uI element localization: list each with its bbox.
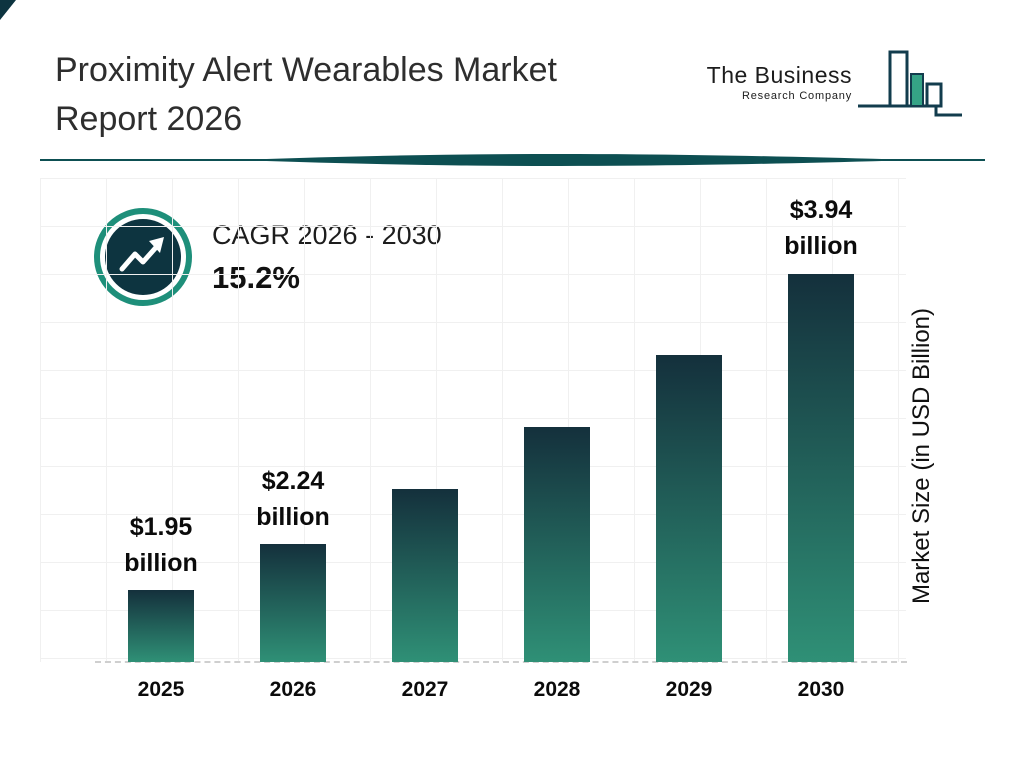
bar-2027 [392,489,458,662]
company-logo: The Business Research Company [707,44,966,129]
x-axis-label-2030: 2030 [797,678,845,701]
bar-cell-2030: $3.94 billion [755,192,887,662]
bar-value-label-2026: $2.24 billion [256,463,330,536]
page-title: Proximity Alert Wearables Market Report … [55,46,557,145]
bar-group: $1.95 billion $2.24 billion $3.94 billion [95,192,887,662]
bar-cell-2028 [491,192,623,662]
x-axis-label-2029: 2029 [665,678,713,701]
bar-value-unit: billion [124,548,198,577]
x-axis-labels: 2025 2026 2027 2028 2029 2030 [95,678,887,702]
bar-2026 [260,544,326,662]
x-axis-label-2028: 2028 [533,678,581,701]
chart-gridlines [40,178,906,662]
bar-cell-2026: $2.24 billion [227,192,359,662]
x-axis-label-2027: 2027 [401,678,449,701]
bar-2025 [128,590,194,662]
x-axis-label-2026: 2026 [269,678,317,701]
page-title-line1: Proximity Alert Wearables Market [55,51,557,89]
page-title-line2: Report 2026 [55,100,243,139]
corner-decoration [0,0,16,20]
company-subtitle: Research Company [741,90,852,102]
bar-value-unit: billion [784,232,858,261]
bar-value-label-2025: $1.95 billion [124,509,198,582]
x-axis-label-2025: 2025 [137,678,185,701]
company-logo-text: The Business Research Company [707,62,852,102]
y-axis-label: Market Size (in USD Billion) [908,307,935,605]
bar-value-label-2030: $3.94 billion [784,192,858,265]
bar-2029 [656,355,722,662]
chart-baseline [95,661,907,663]
bar-2028 [524,427,590,662]
bar-value-amount: $2.24 [261,466,325,495]
header-divider [0,150,1024,172]
bar-cell-2027 [359,192,491,662]
bar-value-unit: billion [256,502,330,531]
company-name: The Business [706,62,852,88]
bar-value-amount: $3.94 [789,196,853,224]
bar-cell-2029 [623,192,755,662]
bar-2030 [788,273,854,662]
bar-value-amount: $1.95 [129,512,193,541]
bar-chart-logo-icon [856,44,966,129]
bar-cell-2025: $1.95 billion [95,192,227,662]
